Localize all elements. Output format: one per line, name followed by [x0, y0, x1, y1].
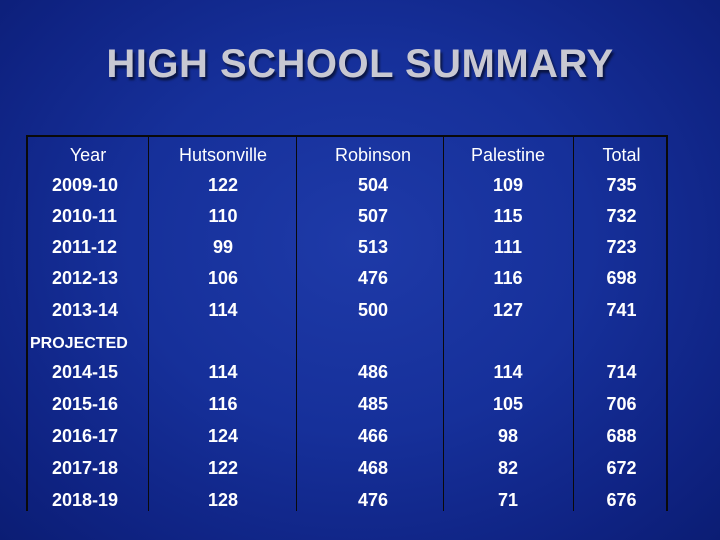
cell-palestine: 127 — [492, 300, 524, 320]
cell-total: 735 — [606, 175, 637, 195]
cell-robinson: 468 — [357, 458, 389, 478]
table-row-projected: 2014-15 114 486 114 714 — [28, 357, 666, 387]
cell-year: 2010-11 — [52, 206, 118, 226]
table-row: 2010-11 110 507 115 732 — [28, 201, 666, 231]
cell-year: 2012-13 — [52, 268, 119, 288]
cell-total: 698 — [606, 268, 637, 288]
cell-year: 2017-18 — [52, 458, 119, 478]
cell-year: 2011-12 — [52, 237, 118, 257]
header-total: Total — [602, 145, 641, 165]
cell-palestine: 111 — [493, 237, 523, 257]
cell-robinson: 485 — [357, 394, 389, 414]
column-divider — [443, 137, 444, 511]
table-row-projected: 2018-19 128 476 71 676 — [28, 485, 666, 515]
table-row: 2009-10 122 504 109 735 — [28, 170, 666, 200]
table-row: 2011-12 99 513 111 723 — [28, 232, 666, 262]
table-row-projected: 2016-17 124 466 98 688 — [28, 421, 666, 451]
cell-robinson: 466 — [357, 426, 389, 446]
cell-year: 2016-17 — [52, 426, 119, 446]
column-divider — [148, 137, 149, 511]
table-row-projected: 2017-18 122 468 82 672 — [28, 453, 666, 483]
column-divider — [296, 137, 297, 511]
header-palestine: Palestine — [470, 145, 546, 165]
cell-robinson: 476 — [357, 268, 389, 288]
cell-year: 2018-19 — [52, 490, 119, 510]
cell-robinson: 476 — [357, 490, 389, 510]
cell-total: 732 — [606, 206, 637, 226]
cell-hutsonville: 110 — [208, 206, 238, 226]
cell-hutsonville: 99 — [212, 237, 234, 257]
cell-total: 672 — [606, 458, 637, 478]
header-robinson: Robinson — [334, 145, 412, 165]
cell-hutsonville: 122 — [207, 175, 239, 195]
column-divider — [573, 137, 574, 511]
cell-year: 2009-10 — [52, 175, 119, 195]
page-title: HIGH SCHOOL SUMMARY — [106, 42, 614, 86]
cell-robinson: 513 — [357, 237, 389, 257]
cell-year: 2015-16 — [52, 394, 119, 414]
header-hutsonville: Hutsonville — [178, 145, 268, 165]
cell-palestine: 71 — [497, 490, 519, 510]
header-row: Year Hutsonville Robinson Palestine Tota… — [28, 140, 666, 170]
cell-robinson: 500 — [357, 300, 389, 320]
cell-year: 2014-15 — [52, 362, 119, 382]
cell-palestine: 98 — [497, 426, 519, 446]
cell-palestine: 109 — [492, 175, 524, 195]
header-year: Year — [69, 145, 107, 165]
table-row: 2013-14 114 500 127 741 — [28, 295, 666, 325]
table-row: 2012-13 106 476 116 698 — [28, 263, 666, 293]
cell-hutsonville: 128 — [207, 490, 239, 510]
cell-palestine: 114 — [493, 362, 523, 382]
table-row-projected: 2015-16 116 485 105 706 — [28, 389, 666, 419]
cell-palestine: 105 — [492, 394, 524, 414]
cell-hutsonville: 106 — [207, 268, 239, 288]
cell-total: 714 — [606, 362, 637, 382]
summary-table: Year Hutsonville Robinson Palestine Tota… — [26, 135, 668, 511]
cell-palestine: 116 — [493, 268, 523, 288]
cell-hutsonville: 122 — [207, 458, 239, 478]
cell-total: 676 — [606, 490, 637, 510]
cell-total: 688 — [606, 426, 637, 446]
cell-year: 2013-14 — [52, 300, 119, 320]
cell-total: 723 — [606, 237, 637, 257]
cell-hutsonville: 114 — [208, 300, 238, 320]
cell-hutsonville: 116 — [208, 394, 238, 414]
cell-robinson: 486 — [357, 362, 389, 382]
cell-palestine: 115 — [493, 206, 523, 226]
projected-label: PROJECTED — [30, 335, 128, 352]
cell-total: 741 — [606, 300, 637, 320]
cell-hutsonville: 124 — [207, 426, 239, 446]
cell-robinson: 504 — [357, 175, 389, 195]
cell-total: 706 — [606, 394, 637, 414]
cell-palestine: 82 — [497, 458, 519, 478]
cell-hutsonville: 114 — [208, 362, 238, 382]
cell-robinson: 507 — [357, 206, 389, 226]
